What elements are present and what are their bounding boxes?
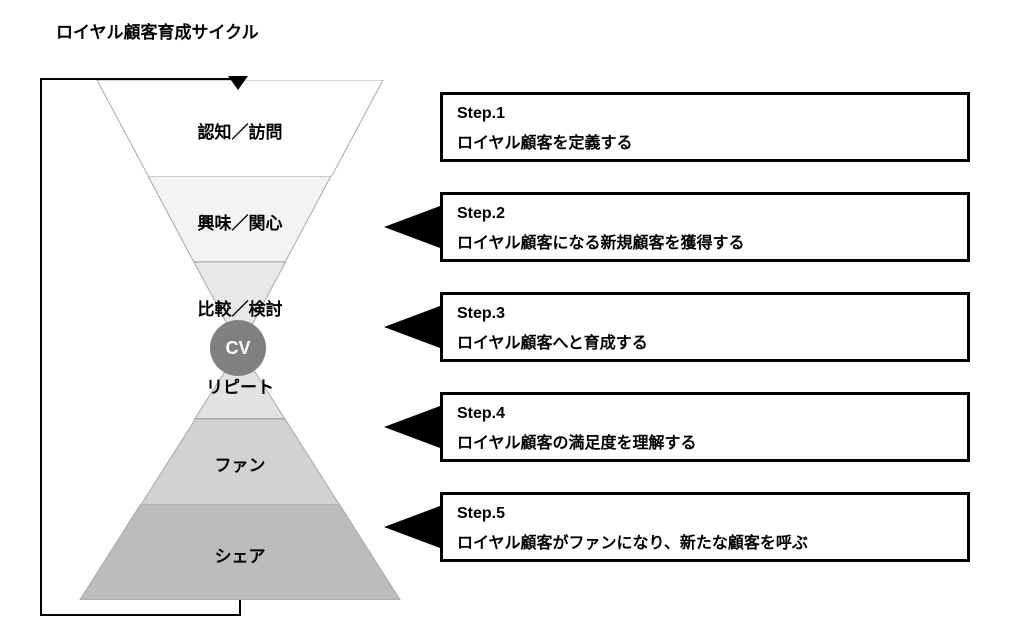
funnel-label-bot-0: リピート bbox=[120, 373, 360, 398]
step-num-5: Step.5 bbox=[457, 505, 953, 523]
diagram-canvas: ロイヤル顧客育成サイクル認知／訪問興味／関心比較／検討リピートファンシェア CV S… bbox=[0, 0, 1018, 634]
step-desc-3: ロイヤル顧客へと育成する bbox=[457, 329, 953, 353]
step-desc-4: ロイヤル顧客の満足度を理解する bbox=[457, 429, 953, 453]
step-num-1: Step.1 bbox=[457, 105, 953, 123]
funnel-label-top-2: 比較／検討 bbox=[120, 295, 360, 320]
step-pointer-5 bbox=[384, 506, 440, 548]
step-box-2: Step.2 ロイヤル顧客になる新規顧客を獲得する bbox=[440, 192, 970, 262]
step-num-3: Step.3 bbox=[457, 305, 953, 323]
step-pointer-4 bbox=[384, 406, 440, 448]
funnel-label-bot-2: シェア bbox=[120, 542, 360, 567]
cycle-line-seg bbox=[239, 600, 241, 614]
step-box-4: Step.4 ロイヤル顧客の満足度を理解する bbox=[440, 392, 970, 462]
cycle-line-seg bbox=[40, 78, 238, 80]
funnel-label-top-1: 興味／関心 bbox=[120, 209, 360, 234]
cycle-arrowhead bbox=[228, 76, 248, 90]
cycle-line-seg bbox=[40, 78, 42, 616]
diagram-title: ロイヤル顧客育成サイクル bbox=[56, 18, 259, 43]
step-desc-1: ロイヤル顧客を定義する bbox=[457, 129, 953, 153]
step-box-3: Step.3 ロイヤル顧客へと育成する bbox=[440, 292, 970, 362]
step-pointer-3 bbox=[384, 306, 440, 348]
cv-node: CV bbox=[210, 320, 266, 376]
funnel-label-top-0: 認知／訪問 bbox=[120, 118, 360, 143]
funnel-label-bot-1: ファン bbox=[120, 451, 360, 476]
step-num-2: Step.2 bbox=[457, 205, 953, 223]
step-box-1: Step.1 ロイヤル顧客を定義する bbox=[440, 92, 970, 162]
step-desc-2: ロイヤル顧客になる新規顧客を獲得する bbox=[457, 229, 953, 253]
step-desc-5: ロイヤル顧客がファンになり、新たな顧客を呼ぶ bbox=[457, 529, 953, 553]
step-pointer-2 bbox=[384, 206, 440, 248]
step-num-4: Step.4 bbox=[457, 405, 953, 423]
step-box-5: Step.5 ロイヤル顧客がファンになり、新たな顧客を呼ぶ bbox=[440, 492, 970, 562]
cycle-line-seg bbox=[40, 614, 241, 616]
